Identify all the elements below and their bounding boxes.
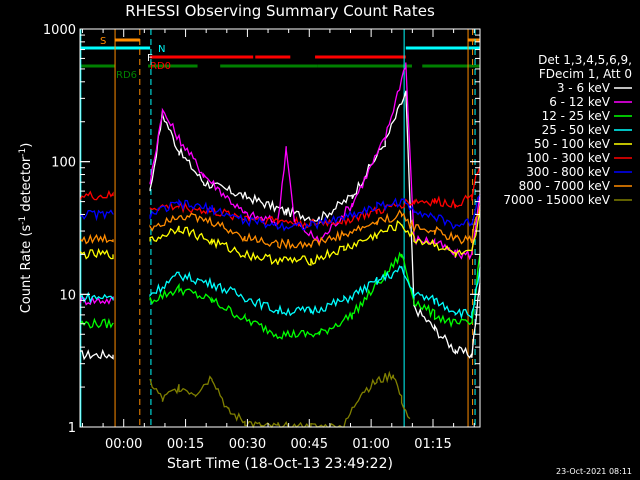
flag-label-n: N: [158, 44, 165, 55]
x-tick-label: 00:15: [167, 437, 204, 452]
legend-header-1: Det 1,3,4,5,6,9,: [538, 53, 632, 67]
legend-label: 100 - 300 keV: [526, 151, 610, 165]
footer-date: 23-Oct-2021 08:11: [556, 467, 632, 476]
y-tick-label: 10: [59, 288, 76, 303]
legend-label: 12 - 25 keV: [542, 109, 611, 123]
y-label-part-1: Count Rate (s: [19, 225, 34, 314]
flag-label-f: F: [147, 53, 153, 64]
vertical-markers: [80, 29, 476, 427]
y-axis-label: Count Rate (s-1 detector-1): [18, 143, 34, 314]
y-label-part-3: ): [19, 143, 34, 148]
legend-label: 50 - 100 keV: [534, 137, 611, 151]
flag-label-s: S: [100, 36, 106, 47]
series-line-12-25-kev: [79, 251, 481, 340]
y-label-sup-1: -1: [18, 216, 28, 225]
x-tick-label: 00:30: [229, 437, 266, 452]
legend-label: 3 - 6 keV: [557, 81, 611, 95]
x-tick-label: 00:00: [105, 437, 142, 452]
x-tick-label: 01:00: [352, 437, 389, 452]
x-tick-label: 01:15: [414, 437, 451, 452]
series-lines: [79, 62, 481, 429]
legend-label: 6 - 12 keV: [549, 95, 611, 109]
x-tick-label: 00:45: [291, 437, 328, 452]
legend-label: 300 - 800 keV: [526, 165, 610, 179]
y-tick-label: 100: [51, 156, 76, 171]
legend-label: 800 - 7000 keV: [519, 179, 611, 193]
series-line-7000-15000-kev: [149, 370, 411, 429]
series-line-3-6-kev: [79, 90, 481, 361]
series-line-25-50-kev: [79, 265, 481, 320]
y-axis-ticks: 1 10 100 1000: [43, 23, 480, 436]
flag-label-rd6: RD6: [116, 70, 137, 81]
legend-label: 7000 - 15000 keV: [503, 193, 610, 207]
plot-frame: [79, 28, 481, 428]
x-axis-label: Start Time (18-Oct-13 23:49:22): [167, 456, 393, 472]
y-label-sup-2: -1: [18, 148, 28, 157]
legend-label: 25 - 50 keV: [542, 123, 611, 137]
legend-header-2: FDecim 1, Att 0: [539, 67, 632, 81]
series-line-300-800-kev: [79, 194, 481, 232]
y-tick-label: 1000: [43, 23, 76, 38]
y-tick-label: 1: [68, 421, 76, 436]
series-line-800-7000-kev: [79, 204, 481, 250]
x-axis-ticks: 00:00 00:15 00:30 00:45 01:00 01:15: [81, 29, 475, 452]
flag-label-rd0: RD0: [150, 61, 171, 72]
y-label-part-2: detector: [19, 156, 34, 216]
chart-title: RHESSI Observing Summary Count Rates: [125, 2, 435, 20]
series-line-50-100-kev: [79, 210, 481, 266]
